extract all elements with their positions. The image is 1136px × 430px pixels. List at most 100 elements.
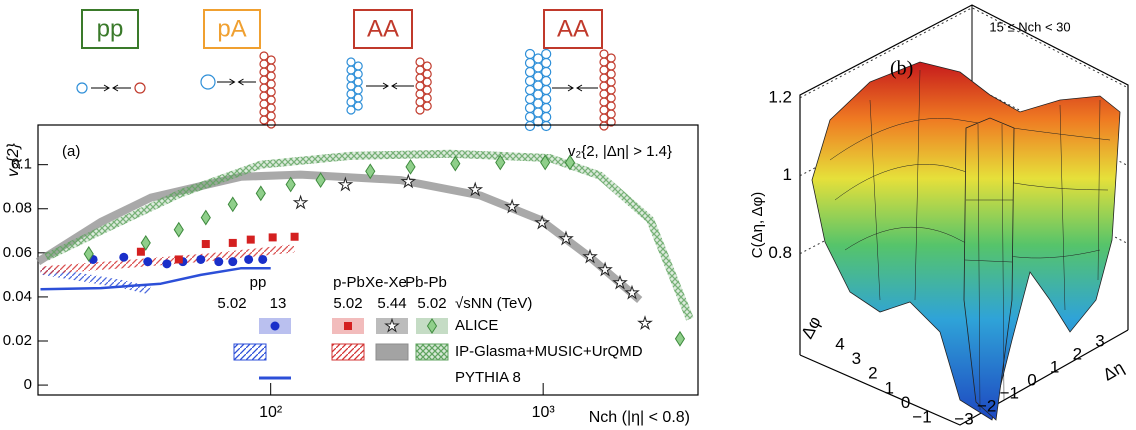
marker-diamond <box>495 154 506 171</box>
marker-square <box>246 235 255 244</box>
marker-diamond <box>450 155 461 172</box>
nucleon <box>532 116 544 127</box>
marker-square <box>228 238 237 247</box>
marker-diamond <box>255 185 266 202</box>
nucleon <box>524 111 536 123</box>
marker-circle <box>162 259 172 269</box>
nucleon <box>606 101 616 111</box>
nucleon <box>532 53 544 64</box>
surface-mesh <box>829 69 1111 311</box>
nucleon <box>415 105 425 115</box>
peak-mesh <box>964 123 1013 411</box>
nucleon <box>353 101 363 111</box>
y-tick-label: 0.04 <box>3 288 32 305</box>
annotation: 15 ≤ Nch < 30 <box>989 19 1070 34</box>
marker-star <box>597 261 613 277</box>
nucleon <box>266 103 276 113</box>
z-tick-label: 0.8 <box>768 243 792 262</box>
marker-star <box>467 181 484 197</box>
marker-square <box>344 322 352 330</box>
nucleon <box>524 120 536 132</box>
marker-diamond <box>285 176 296 193</box>
x-tick-label: 10³ <box>532 404 556 421</box>
y-tick-label: 0.06 <box>3 244 32 261</box>
nucleon <box>524 66 536 78</box>
nucleon <box>422 85 432 95</box>
marker-circle <box>258 254 268 264</box>
legend-energy: 5.02 <box>217 295 246 312</box>
marker-circle <box>143 257 153 267</box>
arrow <box>552 84 598 92</box>
x-tick-label: −3 <box>954 409 973 428</box>
nucleon <box>422 77 432 87</box>
marker-star <box>534 214 551 230</box>
legend-energy: 5.44 <box>377 295 406 312</box>
x-axis-label: Δη <box>1100 358 1128 385</box>
nucleon <box>422 101 432 111</box>
y-tick-label: 1 <box>884 378 893 397</box>
nucleon <box>266 95 276 105</box>
nucleon <box>541 66 552 78</box>
nucleon <box>353 85 363 95</box>
nucleon <box>353 93 363 103</box>
nucleon <box>599 121 609 131</box>
marker-star <box>337 176 354 192</box>
nucleon <box>532 62 544 73</box>
x-tick-label: 3 <box>1095 331 1104 350</box>
arrow <box>366 82 414 90</box>
legend-system: p-Pb <box>333 274 365 291</box>
marker-diamond <box>426 318 438 334</box>
nucleon <box>353 69 363 79</box>
icon-label: AA <box>367 15 399 42</box>
nucleon <box>541 57 552 69</box>
nucleon <box>76 82 88 94</box>
marker-star <box>504 198 521 214</box>
nucleon <box>266 55 276 65</box>
legend-energy-label: √sNN (TeV) <box>455 295 532 312</box>
legend-energy: 5.02 <box>333 295 362 312</box>
grid-line <box>799 7 1129 99</box>
model-band <box>44 149 694 321</box>
icon-label: pp <box>97 15 124 42</box>
nucleon <box>541 84 552 96</box>
x-tick-label: 1 <box>1050 357 1059 376</box>
annotation: v₂{2, |Δη| > 1.4} <box>568 143 672 160</box>
marker-circle <box>214 257 224 267</box>
y-tick-label: 0 <box>901 393 910 412</box>
x-axis-label: Nch (|η| < 0.8) <box>589 409 690 426</box>
nucleon <box>606 69 616 79</box>
legend-system: Pb-Pb <box>405 274 447 291</box>
nucleon <box>541 93 552 105</box>
marker-diamond <box>674 330 686 347</box>
nucleon <box>266 63 276 73</box>
nucleon <box>541 48 552 60</box>
icon-box <box>543 9 603 49</box>
marker-square <box>290 232 299 241</box>
nucleon <box>606 109 616 119</box>
nucleon <box>524 102 536 114</box>
nucleon <box>606 117 616 127</box>
nucleon <box>606 77 616 87</box>
nucleon <box>422 61 432 71</box>
x-tick-label: 0 <box>1027 370 1036 389</box>
marker-circle <box>228 257 238 267</box>
legend-row-label: IP-Glasma+MUSIC+UrQMD <box>455 343 643 360</box>
marker-circle <box>244 254 254 264</box>
nucleon <box>422 69 432 79</box>
nucleon <box>266 71 276 81</box>
z-axis-label: C(Δη, Δφ) <box>749 192 766 258</box>
marker-square <box>136 247 145 256</box>
panel-b: (b) 15 ≤ Nch < 30 C(Δη, Δφ) Δφ Δη 0.8 1 1.… <box>749 4 1129 428</box>
marker-square <box>201 240 210 249</box>
marker-diamond <box>83 246 94 262</box>
marker-star <box>558 230 574 246</box>
legend-box <box>375 343 409 361</box>
nucleon <box>541 75 552 87</box>
marker-square <box>268 233 277 242</box>
marker-diamond <box>365 163 376 180</box>
x-tick-label: −1 <box>1000 383 1019 402</box>
nucleon <box>606 61 616 71</box>
x-tick-label: 2 <box>1073 344 1082 363</box>
nucleon <box>346 105 356 115</box>
